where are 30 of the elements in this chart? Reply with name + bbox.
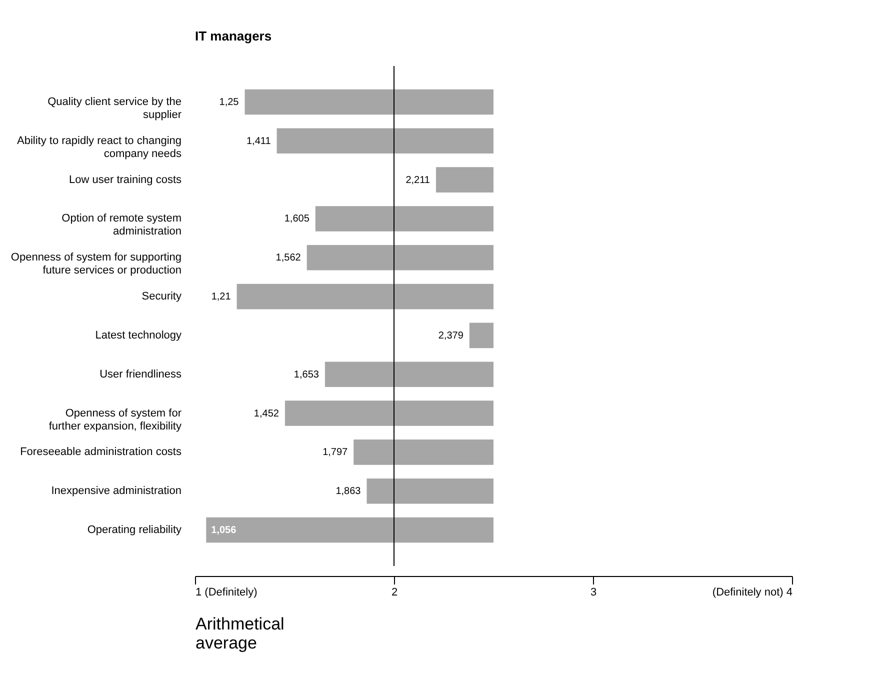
annotation: 1,21: [211, 292, 232, 303]
y-tick-label: Operating reliability: [87, 524, 182, 536]
x-tick-label: 3: [590, 586, 597, 598]
y-tick-label: Openness of system for supporting future services or production: [10, 252, 182, 277]
x-tick-label: 1 (Definitely): [196, 586, 258, 598]
y-tick-label: Ability to rapidly react to changing company needs: [17, 134, 182, 160]
y-tick-label: Latest technology: [95, 329, 182, 342]
x-tick-label: (Definitely not) 4: [712, 586, 792, 598]
x-tick-label: 2: [391, 586, 398, 598]
annotation: 1,653: [294, 369, 320, 380]
y-tick-label: Inexpensive administration: [51, 485, 182, 498]
annotation: 1,863: [336, 486, 362, 498]
annotation: 1,562: [276, 252, 302, 264]
annotation: 2,211: [406, 174, 430, 186]
chart-title: IT managers: [195, 28, 272, 44]
annotation: 2,379: [438, 330, 464, 342]
annotation: 1,797: [322, 447, 348, 458]
x-axis-title: Arithmetical average: [196, 614, 284, 652]
annotation: 1,25: [219, 96, 240, 108]
y-tick-label: Low user training costs: [69, 174, 182, 186]
y-tick-label: Quality client service by the supplier: [48, 96, 182, 121]
y-tick-label: Foreseeable administration costs: [20, 446, 182, 458]
y-tick-label: Option of remote system administration: [62, 212, 182, 238]
annotation: 1,056: [211, 525, 237, 536]
y-tick-label: Security: [142, 290, 182, 303]
annotation: 1,411: [246, 136, 272, 147]
y-tick-label: Openness of system for further expansion, flexibility: [48, 407, 182, 432]
y-tick-label: User friendliness: [100, 368, 182, 380]
annotation: 1,605: [284, 214, 310, 225]
annotation: 1,452: [254, 408, 280, 420]
